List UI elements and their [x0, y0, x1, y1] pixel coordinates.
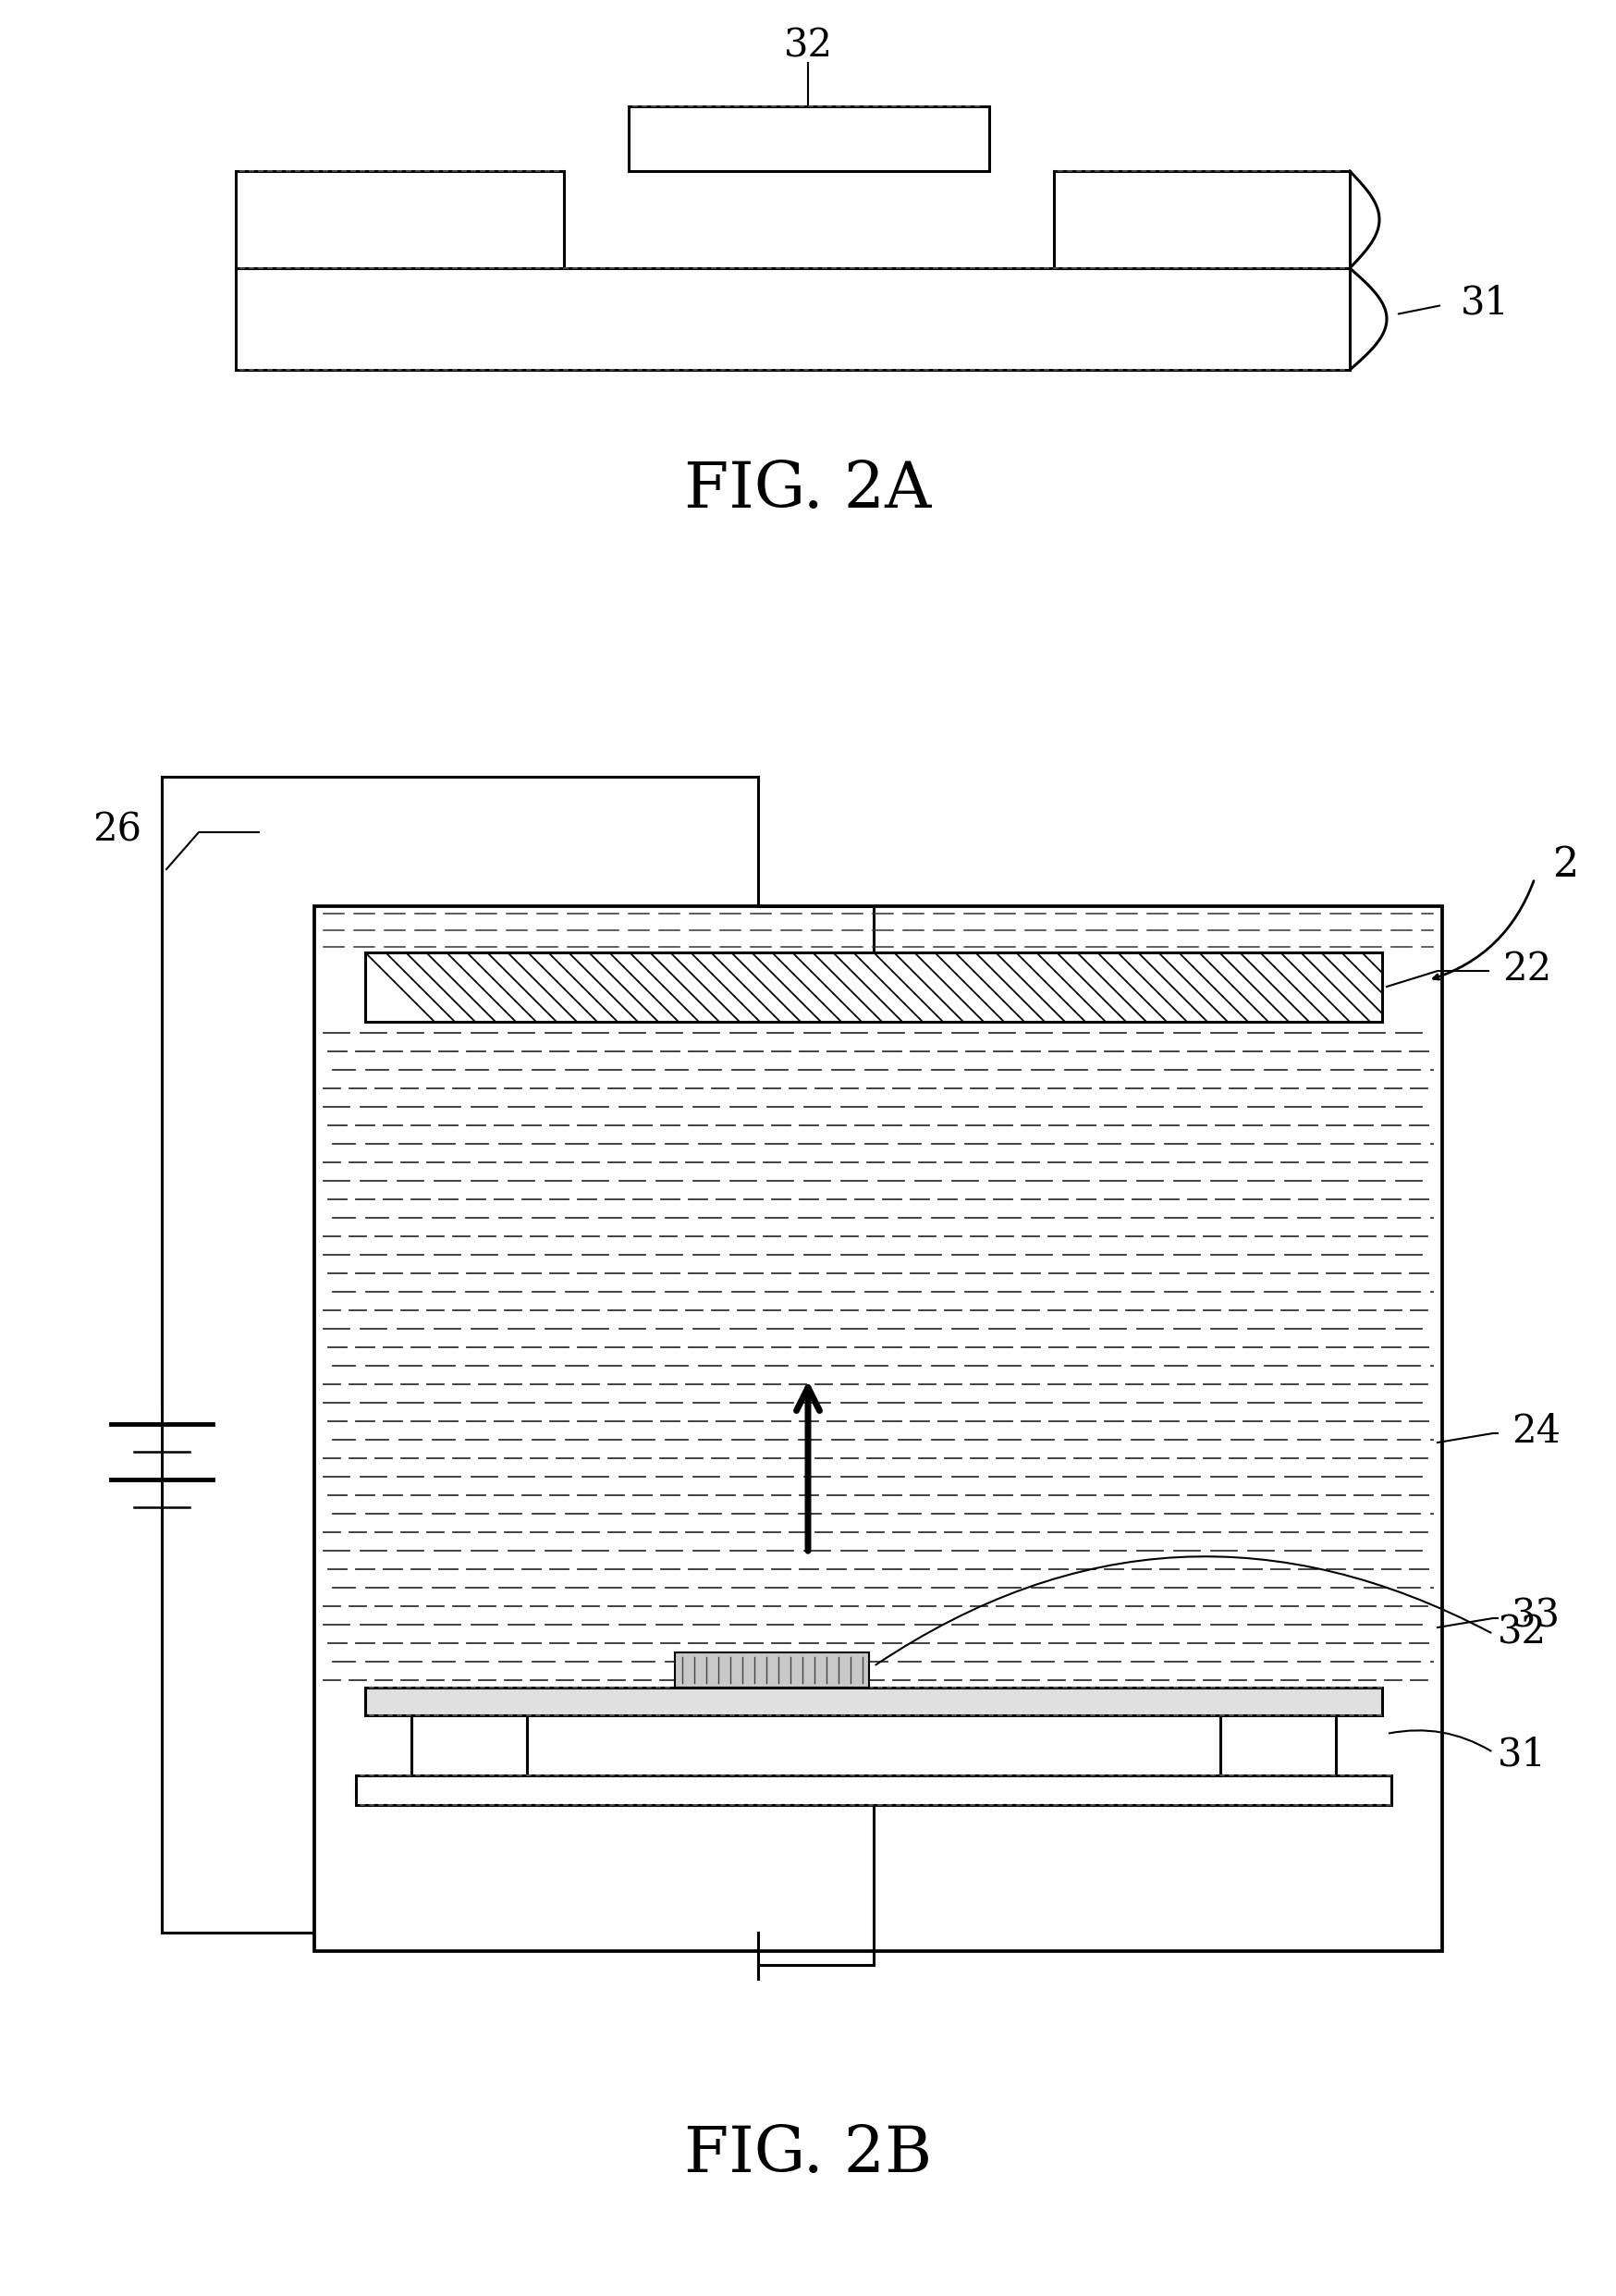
Bar — [365, 953, 1382, 1022]
Bar — [365, 1688, 1382, 1715]
Bar — [315, 907, 1441, 1952]
Bar — [356, 1775, 1391, 1805]
Text: 32: 32 — [1498, 1612, 1547, 1651]
Bar — [1054, 172, 1349, 269]
Bar — [236, 269, 1349, 370]
Text: 2: 2 — [1553, 845, 1579, 884]
Text: FIG. 2A: FIG. 2A — [685, 459, 931, 521]
Text: 24: 24 — [1511, 1412, 1561, 1451]
Text: 22: 22 — [1503, 951, 1551, 990]
Bar — [1220, 1715, 1336, 1775]
Text: 31: 31 — [1498, 1736, 1547, 1773]
Text: 26: 26 — [92, 810, 142, 850]
Bar — [236, 172, 564, 269]
Text: 32: 32 — [784, 28, 832, 67]
Bar — [412, 1715, 527, 1775]
Text: FIG. 2B: FIG. 2B — [684, 2124, 932, 2186]
Text: 33: 33 — [1511, 1598, 1561, 1635]
Text: 31: 31 — [1461, 285, 1509, 324]
Bar — [629, 106, 989, 172]
Bar — [675, 1653, 869, 1688]
